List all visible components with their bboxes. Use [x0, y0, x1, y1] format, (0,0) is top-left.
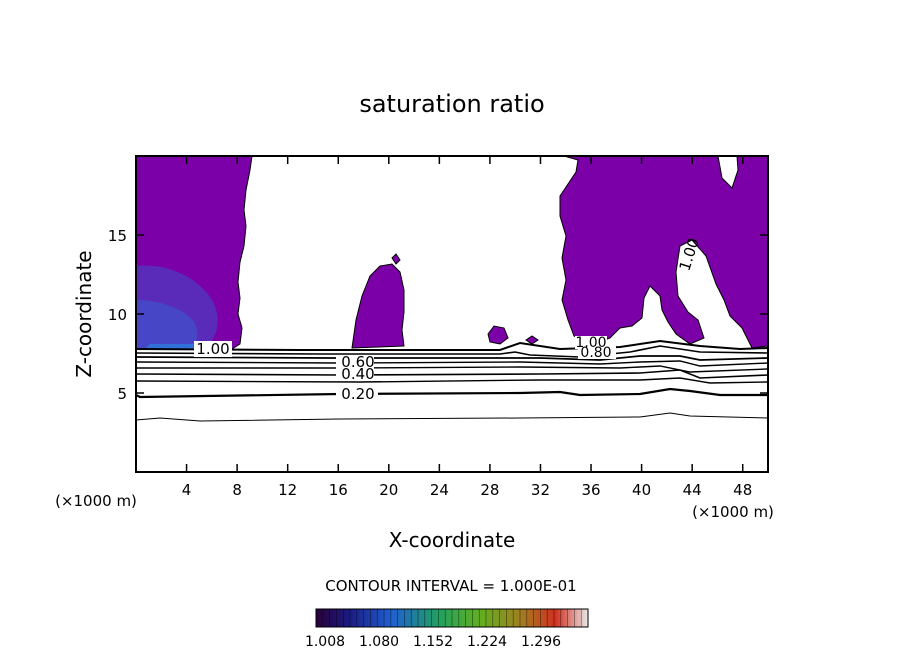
- x-tick-label: 20: [379, 481, 398, 499]
- x-tick-label: 8: [232, 481, 242, 499]
- y-tick-label: 10: [108, 306, 127, 324]
- x-tick-label: 32: [531, 481, 550, 499]
- x-tick-label: 24: [430, 481, 449, 499]
- contour-label-1: 0.60: [341, 353, 374, 371]
- x-axis-label: X-coordinate: [389, 528, 516, 552]
- plot-area: 1.00 0.60 0.40 0.20 1.00 0.80 1.00: [136, 156, 768, 422]
- saturated-fill-blue-inner: [136, 300, 198, 349]
- y-tick-label: 5: [117, 385, 127, 403]
- x-tick-label: 36: [581, 481, 600, 499]
- x-axis-unit-left: (×1000 m): [55, 492, 137, 510]
- x-axis-unit-right: (×1000 m): [692, 503, 774, 521]
- contour-label-5: 0.80: [580, 345, 611, 361]
- y-tick-label: 15: [108, 227, 127, 245]
- colorbar-label: 1.008: [305, 634, 345, 650]
- contour-label-bg-5: [578, 346, 616, 359]
- contour-label-2: 0.40: [341, 365, 374, 383]
- colorbar-label: 1.296: [521, 634, 561, 650]
- saturated-fill-blue-edge: [145, 344, 205, 349]
- x-tick-label: 44: [683, 481, 702, 499]
- x-tick-label: 4: [182, 481, 192, 499]
- colorbar-labels: 1.008 1.080 1.152 1.224 1.296: [305, 634, 561, 650]
- x-tick-label: 12: [278, 481, 297, 499]
- contour-label-0: 1.00: [196, 340, 229, 358]
- contour-label-bg-3: [336, 387, 378, 401]
- contour-interval-text: CONTOUR INTERVAL = 1.000E-01: [325, 577, 576, 595]
- y-axis-ticks: 5 10 15: [108, 227, 768, 403]
- colorbar-label: 1.080: [359, 634, 399, 650]
- saturated-fill-mid-column: [351, 263, 405, 349]
- contour-label-bg-2: [336, 367, 374, 381]
- contour-label-bg-4: [575, 336, 607, 349]
- contour-label-group: 1.00 0.60 0.40 0.20 1.00 0.80 1.00: [194, 236, 703, 403]
- x-tick-label: 40: [632, 481, 651, 499]
- saturated-fill-blob-b: [525, 335, 539, 345]
- chart-title: saturation ratio: [359, 90, 544, 118]
- colorbar-label: 1.224: [467, 634, 507, 650]
- colorbar-divisions: [322, 609, 582, 627]
- contour-label-bg-0: [194, 341, 232, 357]
- x-axis-ticks: 4 8 12 16 20 24 28 32 36 40 44 48: [182, 156, 752, 499]
- y-axis-label: Z-coordinate: [72, 250, 96, 377]
- x-tick-label: 16: [329, 481, 348, 499]
- contour-label-4: 1.00: [575, 335, 606, 351]
- saturated-fill-blob-c: [391, 253, 401, 265]
- saturated-fill-right: [559, 156, 768, 349]
- colorbar-label: 1.152: [413, 634, 453, 650]
- x-tick-label: 28: [480, 481, 499, 499]
- x-tick-label: 48: [733, 481, 752, 499]
- shaded-region-left: [136, 156, 253, 350]
- contour-label-3: 0.20: [341, 385, 374, 403]
- contour-label-bg-1: [336, 355, 374, 369]
- saturated-fill-blob-a: [487, 325, 509, 345]
